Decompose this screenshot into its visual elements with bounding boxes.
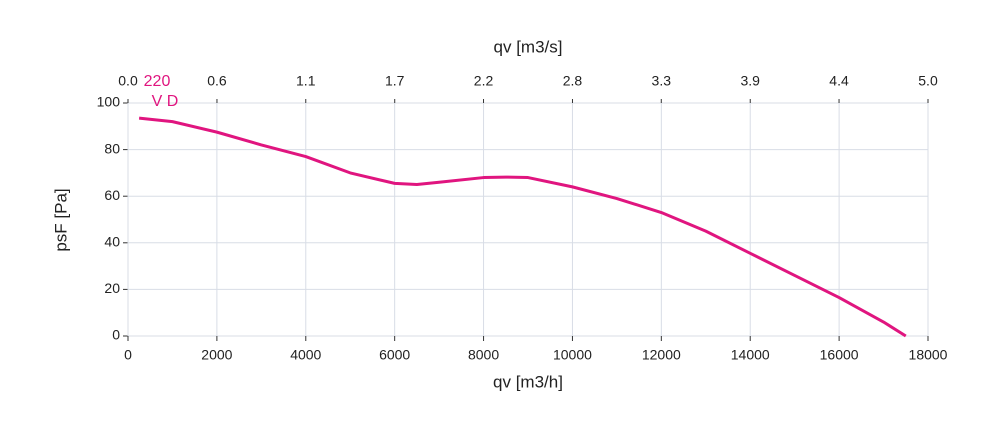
x-tick-label: 14000 <box>731 347 770 363</box>
curve-label: 220 <box>144 73 171 90</box>
x-tick-label: 6000 <box>379 347 410 363</box>
x2-tick-label: 2.2 <box>474 73 494 89</box>
x-tick-label: 10000 <box>553 347 592 363</box>
x2-tick-label: 0.6 <box>207 73 227 89</box>
y-tick-label: 40 <box>104 234 120 250</box>
x2-axis-title: qv [m3/s] <box>494 37 563 56</box>
x-tick-label: 8000 <box>468 347 499 363</box>
x-tick-label: 2000 <box>201 347 232 363</box>
plot-frame <box>127 102 929 337</box>
x2-tick-label: 5.0 <box>918 73 938 89</box>
y-tick-label: 0 <box>112 327 120 343</box>
x-tick-label: 12000 <box>642 347 681 363</box>
y-tick-label: 20 <box>104 280 120 296</box>
curve <box>138 116 907 338</box>
y-axis-title: psF [Pa] <box>51 188 70 251</box>
x2-tick-label: 4.4 <box>829 73 849 89</box>
y-tick-label: 100 <box>97 94 121 110</box>
x2-tick-label: 1.7 <box>385 73 405 89</box>
x-tick-label: 18000 <box>909 347 948 363</box>
curve-label: V D <box>152 93 179 110</box>
x2-tick-label: 2.8 <box>563 73 583 89</box>
x-tick-label: 4000 <box>290 347 321 363</box>
x-tick-label: 0 <box>124 347 132 363</box>
x2-tick-label: 1.1 <box>296 73 316 89</box>
x2-tick-label: 3.3 <box>652 73 672 89</box>
x2-tick-label: 3.9 <box>741 73 761 89</box>
y-tick-label: 80 <box>104 140 120 156</box>
x-tick-label: 16000 <box>820 347 859 363</box>
x-axis-title: qv [m3/h] <box>493 372 563 391</box>
x2-tick-label: 0.0 <box>118 73 138 89</box>
y-tick-label: 60 <box>104 187 120 203</box>
